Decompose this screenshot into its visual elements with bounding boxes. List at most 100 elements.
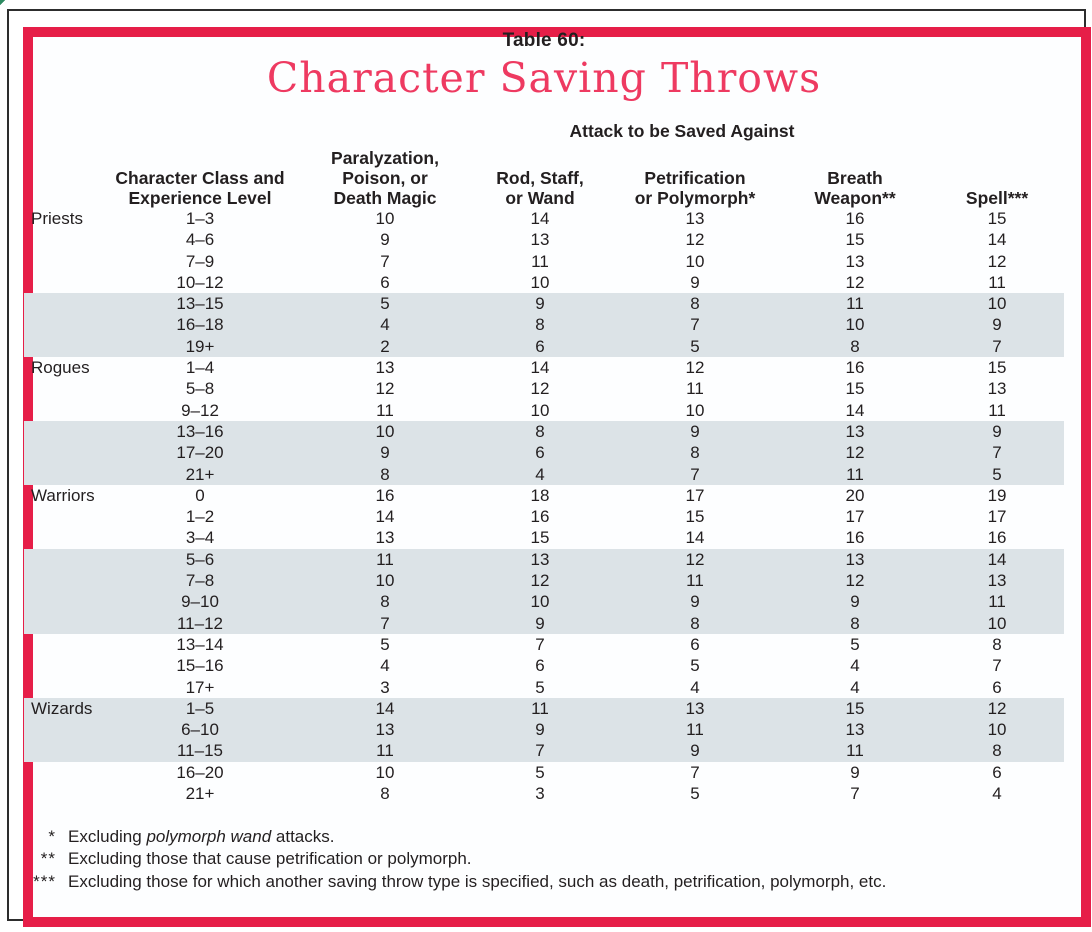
save-value-cell: 8 bbox=[850, 613, 860, 633]
save-value-cell: 11 bbox=[531, 251, 549, 271]
save-value-cell: 7 bbox=[535, 634, 545, 654]
footnote-petrification: ** Excluding those that cause petrificat… bbox=[24, 848, 1044, 870]
footnote-marker: *** bbox=[33, 871, 56, 891]
table-row: 6–10 13 9 11 13 10 bbox=[24, 719, 1065, 741]
level-range-cell: 17–20 bbox=[176, 443, 224, 463]
group-label-cell bbox=[24, 549, 100, 570]
save-value-cell: 11 bbox=[988, 400, 1006, 420]
save-value-cell: 7 bbox=[535, 741, 545, 761]
save-value-cell: 12 bbox=[987, 698, 1007, 718]
group-label-cell bbox=[24, 762, 100, 783]
save-value-cell: 13 bbox=[845, 251, 865, 271]
save-value-cell: 17 bbox=[685, 485, 705, 505]
save-value-cell: 13 bbox=[845, 720, 865, 740]
level-range-cell: 7–8 bbox=[185, 571, 215, 591]
save-value-cell: 11 bbox=[846, 294, 864, 314]
save-value-cell: 16 bbox=[987, 528, 1007, 548]
save-value-cell: 9 bbox=[690, 272, 700, 292]
save-value-cell: 13 bbox=[530, 230, 550, 250]
save-value-cell: 14 bbox=[987, 549, 1007, 569]
group-label-cell bbox=[24, 400, 100, 421]
save-value-cell: 12 bbox=[845, 272, 865, 292]
table-row: 16–18 4 8 7 10 9 bbox=[24, 314, 1065, 336]
group-label-cell bbox=[24, 378, 100, 399]
group-label-cell bbox=[24, 314, 100, 335]
table-row: 19+ 2 6 5 8 7 bbox=[24, 335, 1065, 358]
save-value-cell: 13 bbox=[530, 549, 550, 569]
save-value-cell: 4 bbox=[992, 784, 1002, 804]
save-value-cell: 17 bbox=[987, 507, 1007, 527]
save-value-cell: 9 bbox=[992, 315, 1002, 335]
class-level-column-header: Character Class and Experience Level bbox=[115, 168, 285, 208]
save-value-cell: 2 bbox=[380, 336, 390, 356]
table-row: 17–20 9 6 8 12 7 bbox=[24, 442, 1065, 464]
save-value-cell: 10 bbox=[987, 720, 1007, 740]
save-value-cell: 12 bbox=[845, 571, 865, 591]
save-value-cell: 15 bbox=[845, 230, 865, 250]
level-range-cell: 17+ bbox=[185, 677, 215, 697]
save-value-cell: 6 bbox=[535, 336, 545, 356]
save-value-cell: 7 bbox=[380, 613, 390, 633]
save-value-cell: 10 bbox=[375, 209, 395, 228]
save-value-cell: 13 bbox=[987, 379, 1007, 399]
level-range-cell: 3–4 bbox=[185, 528, 215, 548]
save-value-cell: 10 bbox=[530, 592, 550, 612]
table-row: 10–12 6 10 9 12 11 bbox=[24, 272, 1064, 293]
save-value-cell: 13 bbox=[845, 549, 865, 569]
save-value-cell: 4 bbox=[690, 677, 700, 697]
group-column-header bbox=[24, 142, 100, 208]
group-label-cell bbox=[24, 677, 100, 698]
save-value-cell: 6 bbox=[380, 272, 390, 292]
save-value-cell: 7 bbox=[380, 251, 390, 271]
save-value-cell: 7 bbox=[850, 784, 860, 804]
save-value-cell: 10 bbox=[685, 400, 705, 420]
save-value-cell: 14 bbox=[845, 400, 865, 420]
column-header-row: Character Class and Experience Level Par… bbox=[24, 142, 1064, 208]
save-value-cell: 3 bbox=[535, 784, 545, 804]
save-value-cell: 8 bbox=[690, 443, 700, 463]
save-value-cell: 13 bbox=[375, 358, 395, 378]
save-value-cell: 10 bbox=[987, 294, 1007, 314]
save-value-cell: 14 bbox=[987, 230, 1007, 250]
save-value-cell: 11 bbox=[686, 571, 704, 591]
table-row: 4–6 9 13 12 15 14 bbox=[24, 229, 1064, 250]
spanner-row: Attack to be Saved Against bbox=[24, 108, 1064, 142]
group-label-cell bbox=[24, 655, 100, 676]
save-value-cell: 6 bbox=[535, 656, 545, 676]
save-value-cell: 6 bbox=[690, 634, 700, 654]
save-value-cell: 9 bbox=[690, 592, 700, 612]
save-value-cell: 8 bbox=[992, 741, 1002, 761]
save-value-cell: 4 bbox=[850, 677, 860, 697]
save-value-cell: 6 bbox=[992, 677, 1002, 697]
footnote-marker: * bbox=[48, 827, 56, 846]
group-label-cell: Rogues bbox=[31, 358, 90, 378]
table-row: Rogues 1–4 13 14 12 16 15 bbox=[24, 357, 1064, 378]
save-value-cell: 19 bbox=[987, 485, 1007, 505]
level-range-cell: 1–5 bbox=[185, 698, 215, 718]
save-value-cell: 7 bbox=[992, 443, 1002, 463]
group-label-cell bbox=[24, 506, 100, 527]
save-value-cell: 9 bbox=[535, 613, 545, 633]
save-value-cell: 4 bbox=[380, 315, 390, 335]
save-value-cell: 4 bbox=[380, 656, 390, 676]
table-row: 5–8 12 12 11 15 13 bbox=[24, 378, 1064, 399]
level-range-cell: 13–16 bbox=[176, 421, 224, 441]
save-value-cell: 13 bbox=[375, 528, 395, 548]
save-value-cell: 12 bbox=[685, 549, 705, 569]
save-value-cell: 10 bbox=[845, 315, 865, 335]
save-value-cell: 9 bbox=[690, 741, 700, 761]
level-range-cell: 5–8 bbox=[185, 379, 215, 399]
save-value-cell: 8 bbox=[690, 613, 700, 633]
save-value-cell: 5 bbox=[535, 677, 545, 697]
level-range-cell: 21+ bbox=[185, 464, 215, 484]
scan-artifact-mark bbox=[0, 0, 9, 9]
table-body: Priests 1–3 10 14 13 16 15 4–6 9 13 12 15 14 7–9 7 11 10… bbox=[24, 208, 1065, 804]
save-value-cell: 13 bbox=[987, 571, 1007, 591]
table-row: 16–20 10 5 7 9 6 bbox=[24, 762, 1064, 783]
petrification-column-header: Petrification or Polymorph* bbox=[634, 168, 756, 208]
save-value-cell: 11 bbox=[376, 549, 394, 569]
table-row: Priests 1–3 10 14 13 16 15 bbox=[24, 208, 1064, 229]
level-range-cell: 11–12 bbox=[176, 613, 223, 633]
level-range-cell: 19+ bbox=[185, 336, 215, 356]
save-value-cell: 7 bbox=[992, 336, 1002, 356]
